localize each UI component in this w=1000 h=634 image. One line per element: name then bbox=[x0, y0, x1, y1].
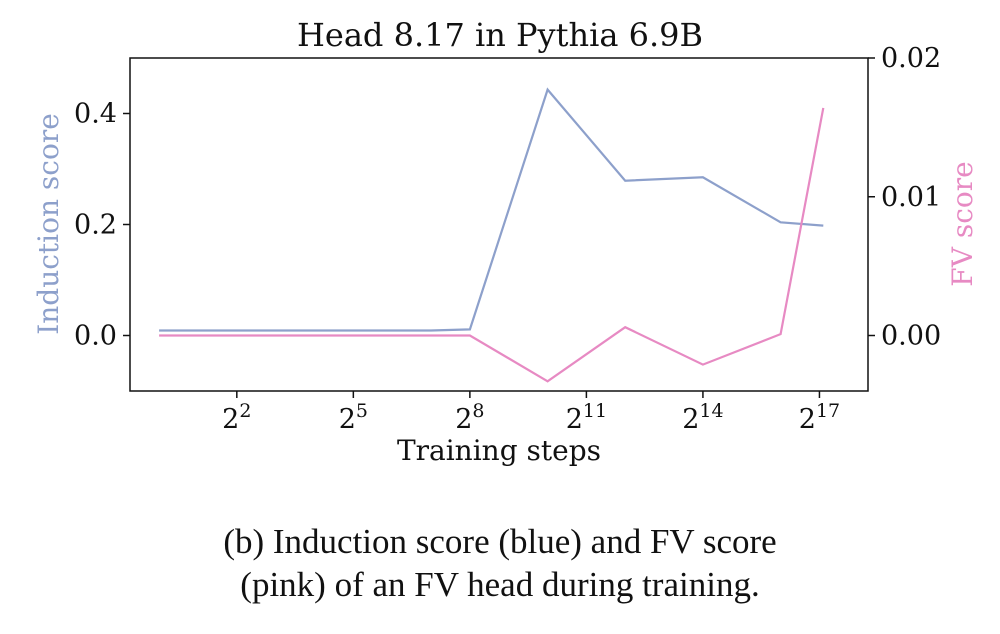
series-lines bbox=[159, 87, 825, 383]
x-tick-label: 214 bbox=[682, 400, 723, 435]
right-y-axis-title: FV score bbox=[946, 161, 979, 286]
left-y-tick-label: 0.4 bbox=[74, 99, 117, 130]
x-axis-title: Training steps bbox=[397, 434, 601, 467]
x-tick-label: 28 bbox=[455, 400, 484, 435]
series-line-fv-score bbox=[159, 107, 825, 383]
left-y-axis-title: Induction score bbox=[32, 113, 65, 335]
x-tick-label: 211 bbox=[566, 400, 607, 435]
figure-caption: (b) Induction score (blue) and FV score … bbox=[0, 520, 1000, 606]
right-y-axis-ticks: 0.00 0.01 0.02 bbox=[868, 43, 941, 352]
left-y-tick-label: 0.0 bbox=[74, 321, 117, 352]
x-axis-ticks: 22 25 28 211 214 217 bbox=[222, 391, 840, 435]
caption-line-2: (pink) of an FV head during training. bbox=[240, 565, 760, 604]
chart-title: Head 8.17 in Pythia 6.9B bbox=[297, 16, 703, 54]
x-tick-label: 22 bbox=[222, 400, 251, 435]
right-y-tick-label: 0.02 bbox=[881, 43, 941, 74]
x-tick-label: 217 bbox=[799, 400, 840, 435]
right-y-tick-label: 0.01 bbox=[881, 182, 941, 213]
series-line-induction-score bbox=[159, 87, 824, 332]
x-tick-label: 25 bbox=[339, 400, 368, 435]
caption-line-1: (b) Induction score (blue) and FV score bbox=[223, 522, 777, 561]
right-y-tick-label: 0.00 bbox=[881, 321, 941, 352]
left-y-tick-label: 0.2 bbox=[74, 210, 117, 241]
left-y-axis-ticks: 0.0 0.2 0.4 bbox=[74, 99, 130, 352]
plot-frame bbox=[129, 57, 869, 392]
